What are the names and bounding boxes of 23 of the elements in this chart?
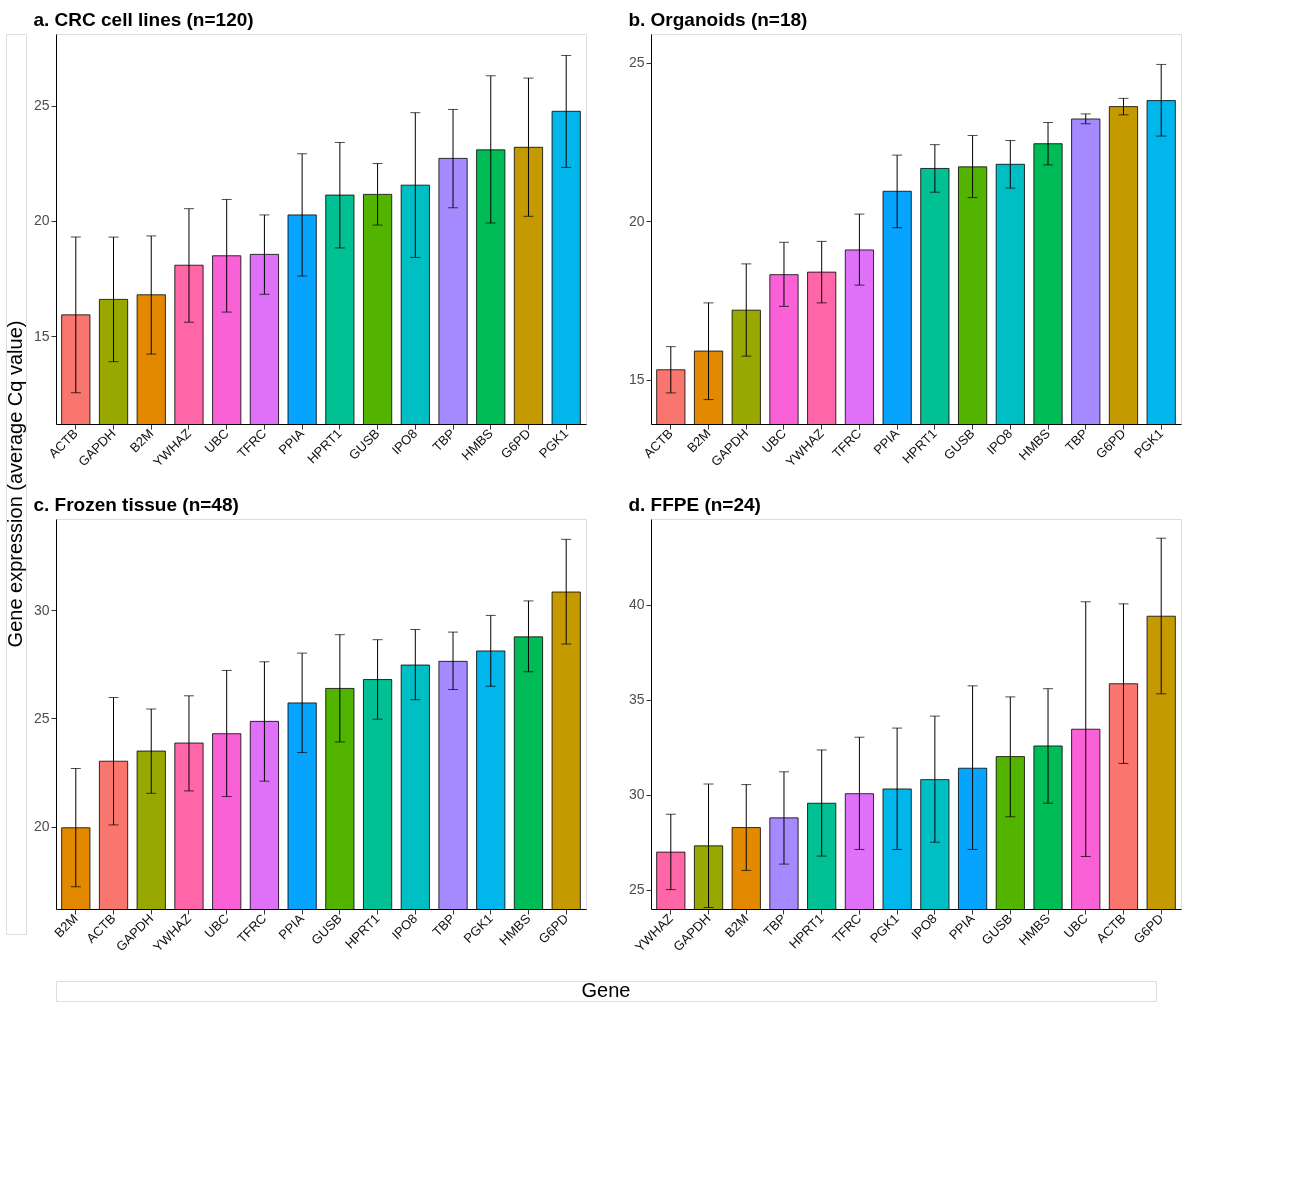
y-tick-label: 30 bbox=[628, 786, 645, 803]
y-tick-label: 15 bbox=[628, 371, 645, 388]
y-tick-label: 40 bbox=[628, 596, 645, 613]
y-axis-title: Gene expression (average Cq value) bbox=[4, 320, 26, 648]
y-tick-label: 35 bbox=[628, 691, 645, 708]
y-tick-label: 25 bbox=[628, 54, 645, 71]
chart-title: c. Frozen tissue (n=48) bbox=[33, 494, 239, 515]
y-tick-label: 30 bbox=[33, 601, 50, 618]
x-axis-title: Gene bbox=[581, 979, 631, 1001]
y-tick-label: 20 bbox=[33, 818, 50, 835]
y-tick-label: 15 bbox=[33, 327, 50, 344]
y-tick-label: 25 bbox=[33, 709, 50, 726]
chart-title: a. CRC cell lines (n=120) bbox=[33, 9, 254, 30]
x-tick-label: TBP bbox=[429, 910, 458, 940]
x-tick-label: TBP bbox=[1062, 425, 1091, 455]
y-tick-label: 25 bbox=[33, 97, 50, 114]
chart-title: d. FFPE (n=24) bbox=[628, 494, 761, 515]
y-tick-label: 25 bbox=[628, 881, 645, 898]
x-tick-label: TBP bbox=[429, 425, 458, 455]
x-tick-label: TBP bbox=[760, 910, 789, 940]
chart-title: b. Organoids (n=18) bbox=[628, 9, 808, 30]
y-tick-label: 20 bbox=[628, 212, 645, 229]
y-tick-label: 20 bbox=[33, 212, 50, 229]
